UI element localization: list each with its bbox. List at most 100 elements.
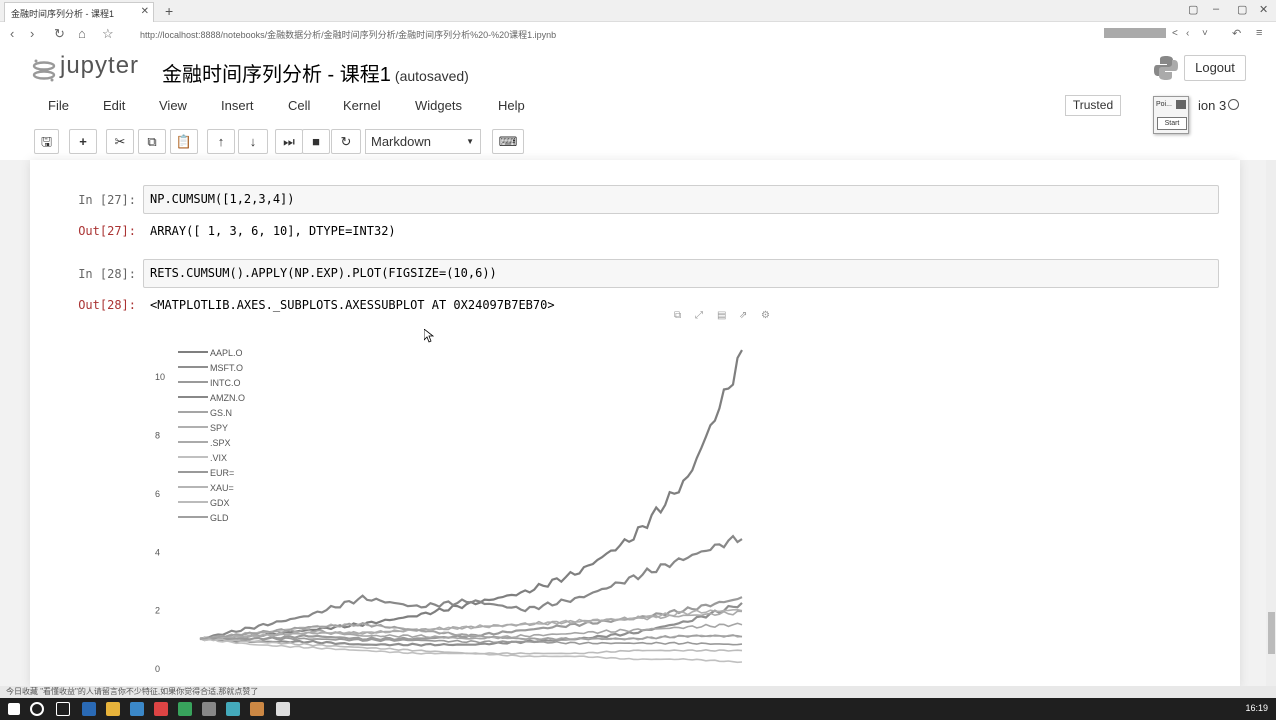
line-chart: 0 2 4 6 8 10 AAPL.O MSFT.O INTC.O AMZN.O GS.N SPY .S… xyxy=(155,348,743,674)
clock: 16:19 xyxy=(1245,703,1268,713)
reload-icon[interactable]: ↻ xyxy=(54,26,65,41)
app-icon[interactable] xyxy=(202,702,216,716)
undo-icon[interactable]: ↶ xyxy=(1232,28,1242,40)
paste-button[interactable]: 📋 xyxy=(170,129,198,154)
legend-label: AAPL.O xyxy=(210,348,243,358)
in-prompt: In [27]: xyxy=(78,193,136,207)
app-icon[interactable] xyxy=(178,702,192,716)
tab-list-icon[interactable]: ▢ xyxy=(1188,4,1199,16)
share-icon[interactable]: < xyxy=(1172,28,1178,39)
legend-label: GDX xyxy=(210,498,230,508)
app-icon[interactable] xyxy=(226,702,240,716)
back-icon[interactable]: ‹ xyxy=(10,26,15,41)
legend-label: EUR= xyxy=(210,468,234,478)
copy-icon[interactable]: ⧉ xyxy=(674,310,682,321)
menu-kernel[interactable]: Kernel xyxy=(343,98,381,113)
browser-app-icon[interactable] xyxy=(276,702,290,716)
save-button[interactable]: 🖫 xyxy=(34,129,59,154)
kernel-name[interactable]: ion 3 xyxy=(1198,98,1227,113)
move-up-button[interactable]: ↑ xyxy=(207,129,235,154)
scrollbar-thumb[interactable] xyxy=(1268,612,1275,654)
arrow-down-icon: ↓ xyxy=(249,134,257,149)
gear-icon[interactable]: ⚙ xyxy=(761,310,770,321)
task-view-icon[interactable] xyxy=(56,702,70,716)
maximize-icon[interactable]: ▢ xyxy=(1237,4,1248,16)
forward-icon[interactable]: › xyxy=(30,26,35,41)
chevron-down-icon[interactable]: ˅ xyxy=(1202,28,1208,39)
out-prompt: Out[28]: xyxy=(78,298,136,312)
logout-button[interactable]: Logout xyxy=(1184,55,1246,81)
legend-label: GLD xyxy=(210,513,229,523)
code-cell-input[interactable]: RETS.CUMSUM().APPLY(NP.EXP).PLOT(FIGSIZE… xyxy=(143,259,1219,288)
code-cell-input[interactable]: NP.CUMSUM([1,2,3,4]) xyxy=(143,185,1219,214)
windows-start-icon[interactable] xyxy=(8,703,20,715)
menu-icon[interactable]: ≡ xyxy=(1256,27,1263,39)
scrollbar[interactable] xyxy=(1266,160,1276,688)
series-line xyxy=(200,636,743,646)
plus-icon: + xyxy=(79,134,87,149)
trusted-indicator[interactable]: Trusted xyxy=(1065,95,1121,116)
legend-label: INTC.O xyxy=(210,378,241,388)
menu-cell[interactable]: Cell xyxy=(288,98,311,113)
menu-file[interactable]: File xyxy=(48,98,69,113)
jupyter-logo-icon[interactable] xyxy=(32,58,56,82)
expand-icon[interactable]: ⤢ xyxy=(695,310,703,321)
autosave-status: (autosaved) xyxy=(394,68,469,84)
menu-widgets[interactable]: Widgets xyxy=(415,98,462,113)
copy-button[interactable]: ⧉ xyxy=(138,129,166,154)
table-icon[interactable]: ▤ xyxy=(717,310,727,321)
address-bar: ‹ › ↻ ⌂ ☆ http://localhost:8888/notebook… xyxy=(0,22,1276,44)
step-forward-icon: ⏭ xyxy=(283,134,295,149)
restart-button[interactable]: ↻ xyxy=(331,129,361,154)
new-tab-icon[interactable]: + xyxy=(165,3,174,19)
search-icon[interactable] xyxy=(30,702,44,716)
share-icon[interactable]: ⇗ xyxy=(739,310,748,321)
menu-view[interactable]: View xyxy=(159,98,187,113)
cut-button[interactable]: ✂ xyxy=(106,129,134,154)
legend-label: GS.N xyxy=(210,408,232,418)
cell-type-select[interactable]: Markdown ▼ xyxy=(365,129,481,154)
y-tick-label: 8 xyxy=(155,431,160,441)
menu-help[interactable]: Help xyxy=(498,98,525,113)
app-icon[interactable] xyxy=(130,702,144,716)
close-window-icon[interactable]: ✕ xyxy=(1259,4,1269,16)
back-small-icon[interactable]: ‹ xyxy=(1186,28,1190,39)
series-line xyxy=(199,610,743,640)
insert-cell-button[interactable]: + xyxy=(69,129,97,154)
star-icon[interactable]: ☆ xyxy=(102,26,114,41)
legend-label: XAU= xyxy=(210,483,234,493)
app-icon[interactable] xyxy=(250,702,264,716)
popup-window[interactable]: Poi... Start xyxy=(1153,96,1189,134)
run-button[interactable]: ⏭ xyxy=(275,129,303,154)
url-field[interactable]: http://localhost:8888/notebooks/金融数据分析/金… xyxy=(140,30,557,40)
taskbar: 16:19 xyxy=(0,698,1276,720)
y-tick-label: 6 xyxy=(155,489,160,499)
cell-type-value: Markdown xyxy=(371,134,431,149)
close-icon[interactable]: ✕ xyxy=(140,6,149,17)
app-icon[interactable] xyxy=(154,702,168,716)
status-bar: 今日收藏 "看懂收益"的人请留言你不少特征,如果你觉得合适,那就点赞了 xyxy=(0,686,1276,698)
minimize-icon[interactable]: – xyxy=(1213,3,1220,15)
y-tick-label: 10 xyxy=(155,372,165,382)
cell-output: <MATPLOTLIB.AXES._SUBPLOTS.AXESSUBPLOT A… xyxy=(150,298,555,312)
app-icon[interactable] xyxy=(82,702,96,716)
notebook-container: In [27]: NP.CUMSUM([1,2,3,4]) Out[27]: A… xyxy=(30,160,1240,688)
menu-edit[interactable]: Edit xyxy=(103,98,126,113)
stop-icon: ■ xyxy=(312,134,320,149)
series-line xyxy=(199,534,743,640)
popup-start-button[interactable]: Start xyxy=(1157,117,1187,130)
command-palette-button[interactable]: ⌨ xyxy=(492,129,524,154)
y-tick-label: 0 xyxy=(155,664,160,674)
kernel-status-icon xyxy=(1228,99,1239,110)
popup-label: Poi... xyxy=(1156,101,1172,108)
menu-insert[interactable]: Insert xyxy=(221,98,254,113)
home-icon[interactable]: ⌂ xyxy=(78,26,86,41)
browser-tab[interactable]: 金融时间序列分析 - 课程1 ✕ xyxy=(4,2,154,22)
interrupt-button[interactable]: ■ xyxy=(302,129,330,154)
notebook-name[interactable]: 金融时间序列分析 - 课程1 xyxy=(162,64,391,86)
reload-icon: ↻ xyxy=(340,134,352,149)
move-down-button[interactable]: ↓ xyxy=(238,129,268,154)
notebook-title[interactable]: 金融时间序列分析 - 课程1 (autosaved) xyxy=(162,58,469,87)
folder-icon[interactable] xyxy=(106,702,120,716)
jupyter-logo-text[interactable]: jupyter xyxy=(60,52,140,79)
